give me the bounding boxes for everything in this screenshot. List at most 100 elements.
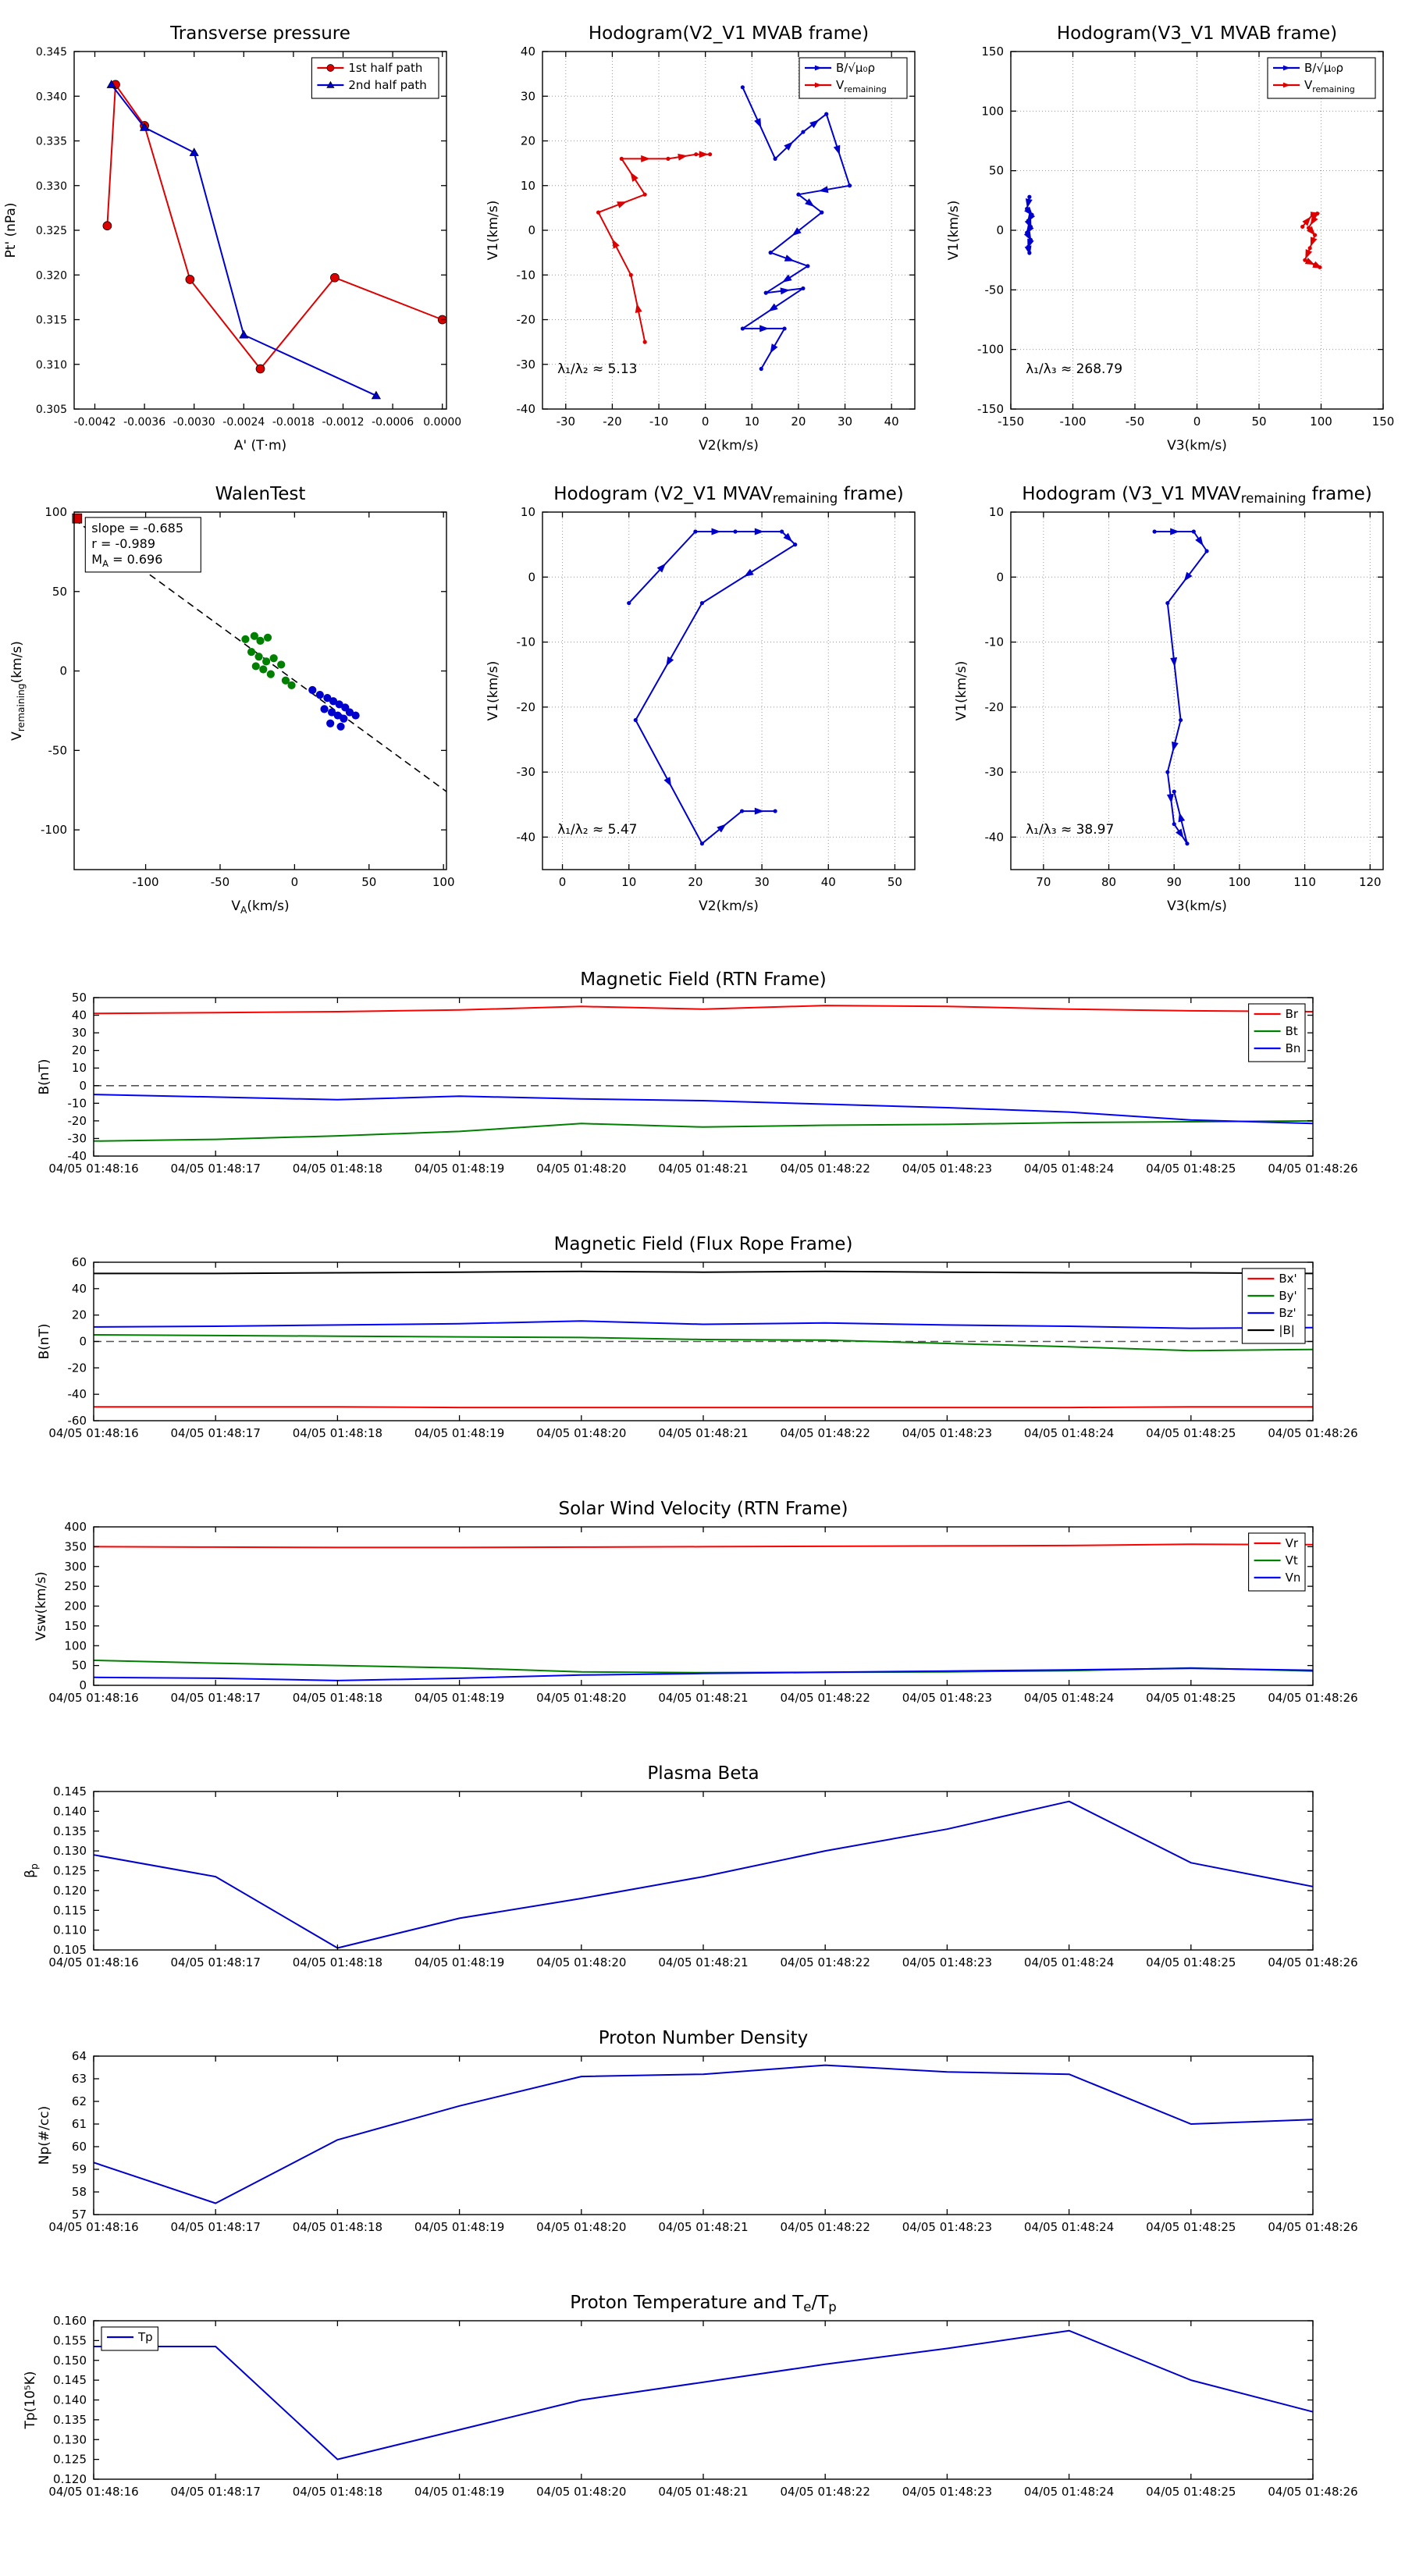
svg-text:04/05 01:48:21: 04/05 01:48:21 — [658, 1955, 748, 1969]
svg-text:0.145: 0.145 — [53, 2373, 87, 2387]
svg-text:0: 0 — [79, 1678, 87, 1692]
svg-text:04/05 01:48:25: 04/05 01:48:25 — [1146, 1691, 1236, 1705]
svg-text:04/05 01:48:26: 04/05 01:48:26 — [1268, 2485, 1357, 2499]
svg-text:Vremaining: Vremaining — [1304, 78, 1355, 94]
svg-text:βp: βp — [23, 1863, 40, 1878]
chart-walen-test: -100 -50 0 50 100 -100 -50 0 50 100 WalenTest VA(km… — [9, 484, 455, 916]
svg-text:04/05 01:48:21: 04/05 01:48:21 — [658, 1162, 748, 1176]
svg-text:40: 40 — [884, 415, 899, 429]
svg-text:0.0000: 0.0000 — [423, 416, 461, 429]
svg-text:Proton Temperature and Te/Tp: Proton Temperature and Te/Tp — [570, 2293, 837, 2314]
svg-text:0.330: 0.330 — [36, 180, 67, 193]
svg-text:0: 0 — [996, 570, 1004, 584]
svg-text:-10: -10 — [517, 268, 536, 282]
svg-text:Proton Number Density: Proton Number Density — [599, 2028, 809, 2048]
svg-text:04/05 01:48:25: 04/05 01:48:25 — [1146, 2485, 1236, 2499]
svg-text:04/05 01:48:20: 04/05 01:48:20 — [536, 1162, 626, 1176]
svg-text:-40: -40 — [68, 1387, 87, 1401]
chart-hodogram-v2v1-mvab: -30 -20 -10 0 10 20 30 40 -40 -30 -20 -10 0 10 20 30 40 H… — [486, 23, 916, 454]
svg-text:0.125: 0.125 — [53, 1864, 87, 1878]
svg-text:50: 50 — [989, 164, 1004, 178]
svg-text:B/√μ₀ρ: B/√μ₀ρ — [1304, 61, 1343, 75]
chart-hodogram-v3v1-mvab: -150 -100 -50 0 50 100 150 -150 -100 -50 0 50 100 150… — [946, 23, 1395, 454]
svg-text:04/05 01:48:17: 04/05 01:48:17 — [171, 1691, 261, 1705]
svg-text:04/05 01:48:22: 04/05 01:48:22 — [781, 2220, 870, 2234]
svg-text:300: 300 — [64, 1560, 87, 1574]
svg-text:04/05 01:48:24: 04/05 01:48:24 — [1024, 1955, 1114, 1969]
svg-text:-20: -20 — [517, 700, 536, 714]
svg-text:04/05 01:48:25: 04/05 01:48:25 — [1146, 1426, 1236, 1440]
svg-text:04/05 01:48:20: 04/05 01:48:20 — [536, 2220, 626, 2234]
svg-text:10: 10 — [989, 505, 1004, 519]
svg-text:04/05 01:48:23: 04/05 01:48:23 — [902, 1426, 992, 1440]
svg-text:04/05 01:48:23: 04/05 01:48:23 — [902, 1162, 992, 1176]
svg-text:62: 62 — [72, 2094, 87, 2108]
svg-text:50: 50 — [887, 875, 902, 889]
svg-text:B/√μ₀ρ: B/√μ₀ρ — [836, 61, 875, 75]
svg-text:58: 58 — [72, 2185, 87, 2199]
svg-text:-100: -100 — [977, 343, 1004, 357]
svg-text:0.305: 0.305 — [36, 404, 67, 416]
svg-text:-10: -10 — [985, 635, 1005, 649]
svg-text:1st half path: 1st half path — [348, 61, 422, 75]
svg-text:04/05 01:48:26: 04/05 01:48:26 — [1268, 1955, 1357, 1969]
svg-text:30: 30 — [838, 415, 852, 429]
svg-text:200: 200 — [64, 1599, 87, 1614]
chart-transverse-pressure: -0.0042 -0.0036 -0.0030 -0.0024 -0.0018 -0.00… — [3, 23, 461, 454]
svg-text:-0.0036: -0.0036 — [123, 416, 165, 429]
svg-text:0.340: 0.340 — [36, 91, 67, 103]
svg-text:Vremaining: Vremaining — [836, 78, 887, 94]
svg-text:0.135: 0.135 — [53, 2413, 87, 2427]
svg-text:04/05 01:48:18: 04/05 01:48:18 — [293, 1955, 382, 1969]
svg-text:V2(km/s): V2(km/s) — [699, 898, 759, 914]
svg-text:150: 150 — [64, 1619, 87, 1633]
svg-text:10: 10 — [521, 505, 535, 519]
svg-text:V1(km/s): V1(km/s) — [954, 661, 969, 721]
svg-text:-20: -20 — [517, 313, 536, 327]
svg-text:λ₁/λ₂ ≈ 5.13: λ₁/λ₂ ≈ 5.13 — [557, 361, 637, 377]
svg-text:MA = 0.696: MA = 0.696 — [91, 552, 162, 569]
svg-text:04/05 01:48:17: 04/05 01:48:17 — [171, 2485, 261, 2499]
chart-solar-wind-velocity: 04/05 01:48:16 04/05 01:48:17 04/05 01:48:… — [34, 1499, 1358, 1705]
svg-text:100: 100 — [44, 505, 67, 519]
svg-text:50: 50 — [72, 1659, 87, 1673]
svg-text:Vn: Vn — [1286, 1571, 1301, 1585]
svg-text:V3(km/s): V3(km/s) — [1167, 898, 1227, 914]
svg-text:0.160: 0.160 — [53, 2314, 87, 2328]
svg-text:60: 60 — [72, 2140, 87, 2154]
svg-text:0: 0 — [79, 1335, 87, 1349]
chart-magnetic-field-rtn: 04/05 01:48:16 04/05 01:48:17 04/05 01:48:… — [37, 970, 1358, 1176]
chart-hodogram-v3v1-mvav: 70 80 90 100 110 120 -40 -30 -20 -10 0 10 Hodogram (… — [954, 484, 1384, 914]
svg-text:-50: -50 — [1126, 415, 1145, 429]
svg-text:0.130: 0.130 — [53, 1844, 87, 1858]
svg-text:V1(km/s): V1(km/s) — [486, 661, 501, 721]
svg-text:04/05 01:48:21: 04/05 01:48:21 — [658, 2220, 748, 2234]
svg-text:0: 0 — [702, 415, 710, 429]
svg-text:2nd half path: 2nd half path — [348, 78, 426, 92]
svg-text:slope = -0.685: slope = -0.685 — [91, 521, 183, 535]
svg-text:04/05 01:48:18: 04/05 01:48:18 — [293, 1426, 382, 1440]
svg-text:04/05 01:48:24: 04/05 01:48:24 — [1024, 2485, 1114, 2499]
svg-text:0.120: 0.120 — [53, 1884, 87, 1898]
chart-hodogram-v2v1-mvav: 0 10 20 30 40 50 -40 -30 -20 -10 0 10 Hodogram (V2_V… — [486, 484, 916, 914]
svg-text:10: 10 — [72, 1061, 87, 1075]
svg-text:400: 400 — [64, 1520, 87, 1534]
svg-text:0.140: 0.140 — [53, 1804, 87, 1818]
svg-text:Tp: Tp — [137, 2330, 153, 2344]
svg-text:λ₁/λ₂ ≈ 5.47: λ₁/λ₂ ≈ 5.47 — [557, 822, 637, 838]
svg-text:30: 30 — [72, 1026, 87, 1040]
svg-text:-10: -10 — [649, 415, 669, 429]
svg-text:-0.0024: -0.0024 — [222, 416, 265, 429]
svg-text:20: 20 — [688, 875, 702, 889]
svg-text:50: 50 — [361, 875, 376, 889]
svg-text:-50: -50 — [985, 283, 1005, 297]
svg-text:04/05 01:48:25: 04/05 01:48:25 — [1146, 2220, 1236, 2234]
svg-text:150: 150 — [1372, 415, 1395, 429]
svg-text:20: 20 — [72, 1044, 87, 1058]
svg-text:04/05 01:48:23: 04/05 01:48:23 — [902, 2485, 992, 2499]
svg-text:61: 61 — [72, 2117, 87, 2131]
chart-proton-temperature: 04/05 01:48:16 04/05 01:48:17 04/05 01:48:… — [23, 2293, 1358, 2499]
svg-text:Vremaining(km/s): Vremaining(km/s) — [9, 641, 27, 741]
svg-text:0: 0 — [559, 875, 567, 889]
svg-text:Pt' (nPa): Pt' (nPa) — [3, 203, 19, 258]
